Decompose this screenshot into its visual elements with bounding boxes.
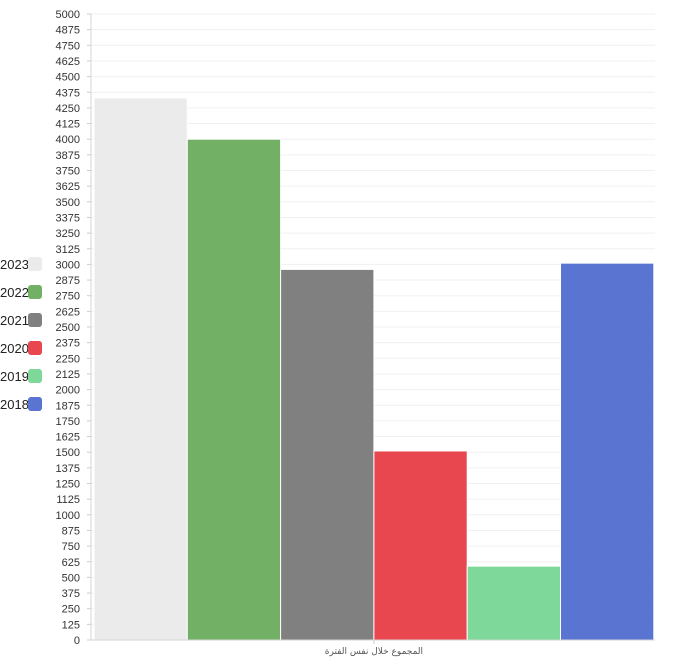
y-tick-label: 4750 [56, 40, 80, 52]
legend-label: 2023 [0, 257, 29, 272]
y-tick-label: 3250 [56, 228, 80, 240]
y-tick-label: 3875 [56, 150, 80, 162]
y-tick-label: 3750 [56, 166, 80, 178]
y-tick-label: 625 [62, 557, 80, 569]
y-tick-label: 5000 [56, 9, 80, 21]
y-tick-label: 4625 [56, 56, 80, 68]
y-tick-label: 3375 [56, 212, 80, 224]
y-tick-label: 750 [62, 541, 80, 553]
y-tick-label: 3000 [56, 259, 80, 271]
y-tick-label: 250 [62, 604, 80, 616]
bar-2020[interactable] [373, 450, 468, 641]
y-tick-label: 875 [62, 525, 80, 537]
legend-swatch [28, 397, 42, 411]
y-tick-label: 0 [74, 635, 80, 647]
y-tick-label: 375 [62, 588, 80, 600]
legend-label: 2018 [0, 397, 29, 412]
y-tick-label: 2750 [56, 291, 80, 303]
y-tick-label: 2250 [56, 353, 80, 365]
legend: 2023 2022 2021 2020 2019 2018 [0, 257, 42, 412]
legend-label: 2020 [0, 341, 29, 356]
y-tick-label: 1250 [56, 479, 80, 491]
legend-label: 2019 [0, 369, 29, 384]
y-tick-label: 4500 [56, 72, 80, 84]
legend-swatch [28, 313, 42, 327]
y-tick-label: 1375 [56, 463, 80, 475]
legend-item-2021[interactable]: 2021 [0, 313, 42, 328]
y-tick-label: 1750 [56, 416, 80, 428]
y-tick-label: 3625 [56, 181, 80, 193]
bar-2021[interactable] [280, 268, 375, 641]
legend-label: 2022 [0, 285, 29, 300]
bar-2019[interactable] [466, 565, 562, 641]
y-tick-label: 3500 [56, 197, 80, 209]
y-tick-label: 500 [62, 572, 80, 584]
y-tick-label: 1875 [56, 400, 80, 412]
bars [93, 97, 655, 641]
y-tick-label: 2875 [56, 275, 80, 287]
y-tick-label: 2000 [56, 385, 80, 397]
y-tick-label: 1125 [56, 494, 80, 506]
y-tick-label: 3125 [56, 244, 80, 256]
legend-item-2020[interactable]: 2020 [0, 341, 42, 356]
x-category-label: المجموع خلال نفس الفترة [325, 647, 423, 657]
y-tick-label: 125 [62, 619, 80, 631]
y-tick-label: 4000 [56, 134, 80, 146]
y-tick-label: 1625 [56, 432, 80, 444]
legend-label: 2021 [0, 313, 29, 328]
y-tick-label: 2125 [56, 369, 80, 381]
legend-item-2019[interactable]: 2019 [0, 369, 42, 384]
legend-item-2022[interactable]: 2022 [0, 285, 42, 300]
bar-2018[interactable] [560, 262, 655, 641]
legend-item-2023[interactable]: 2023 [0, 257, 42, 272]
y-tick-label: 2375 [56, 338, 80, 350]
bar-2023[interactable] [93, 97, 188, 641]
y-tick-label: 4875 [56, 25, 80, 37]
legend-swatch [28, 285, 42, 299]
y-tick-label: 4250 [56, 103, 80, 115]
legend-swatch [28, 369, 42, 383]
bar-2022[interactable] [186, 138, 282, 641]
legend-item-2018[interactable]: 2018 [0, 397, 42, 412]
legend-swatch [28, 341, 42, 355]
y-tick-label: 1500 [56, 447, 80, 459]
legend-swatch [28, 257, 42, 271]
x-axis: المجموع خلال نفس الفترة [91, 639, 655, 657]
y-tick-label: 2625 [56, 306, 80, 318]
y-tick-label: 1000 [56, 510, 80, 522]
y-tick-label: 4125 [56, 119, 80, 131]
y-tick-label: 4375 [56, 87, 80, 99]
y-axis: 0 125 250 375 500 625 750 875 1000 1125 1250 1375 15… [56, 9, 92, 647]
y-tick-label: 2500 [56, 322, 80, 334]
